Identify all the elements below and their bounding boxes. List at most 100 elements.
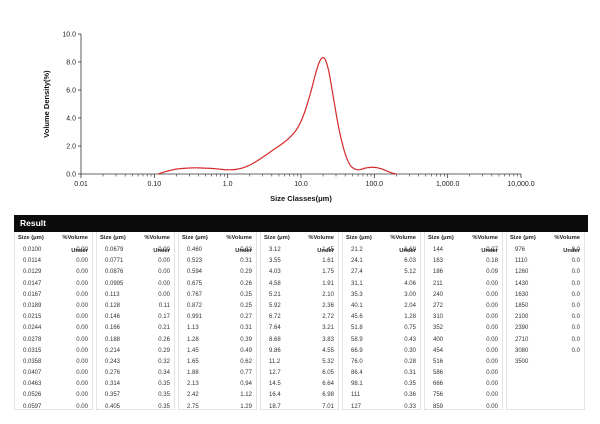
volume-under-cell: 0.00: [486, 392, 498, 399]
volume-under-cell: 0.25: [240, 291, 252, 298]
volume-under-cell: 0.25: [240, 302, 252, 309]
size-cell: 756: [433, 392, 444, 399]
size-cell: 2710: [515, 336, 529, 343]
table-row: 6.72 2.72: [261, 312, 338, 323]
volume-under-cell: 0.28: [404, 358, 416, 365]
volume-under-cell: 0.00: [76, 347, 88, 354]
table-row: 859 0.00: [425, 402, 502, 413]
volume-under-cell: 6.64: [322, 381, 334, 388]
table-row: 586 0.00: [425, 368, 502, 379]
volume-under-cell: 0.00: [486, 280, 498, 287]
size-cell: 16.4: [269, 392, 281, 399]
table-row: 31.1 4.06: [343, 279, 420, 290]
size-cell: 0.0407: [23, 370, 42, 377]
size-cell: 1630: [515, 291, 529, 298]
x-tick-label: 0.01: [74, 181, 88, 188]
result-column-header: Size (μm) %Volume Under: [179, 232, 256, 254]
size-cell: 0.214: [105, 347, 121, 354]
volume-under-cell: 2.72: [322, 314, 334, 321]
size-cell: 0.0278: [23, 336, 42, 343]
table-row: 1.13 0.31: [179, 323, 256, 334]
result-column-header: Size (μm) %Volume Under: [261, 232, 338, 254]
volume-under-cell: 0.00: [486, 325, 498, 332]
volume-under-cell: 0.00: [76, 269, 88, 276]
table-row: 9.86 4.55: [261, 346, 338, 357]
table-row: 0.675 0.26: [179, 279, 256, 290]
volume-under-cell: 5.32: [322, 358, 334, 365]
table-row: 21.2 6.69: [343, 245, 420, 256]
size-cell: 31.1: [351, 280, 363, 287]
result-column: Size (μm) %Volume Under 21.2 6.69 24.1 6.03 27…: [342, 232, 421, 410]
volume-under-cell: 0.0: [571, 247, 580, 253]
size-cell: 1430: [515, 280, 529, 287]
volume-under-cell: 0.0: [571, 302, 580, 309]
volume-under-cell: 0.39: [240, 336, 252, 343]
size-cell: 2.42: [187, 392, 199, 399]
table-row: 0.523 0.31: [179, 256, 256, 267]
table-row: 4.03 1.75: [261, 267, 338, 278]
table-row: 127 0.33: [343, 402, 420, 413]
volume-under-cell: 1.12: [240, 392, 252, 399]
volume-under-cell: 0.35: [404, 381, 416, 388]
size-cell: 976: [515, 247, 526, 253]
volume-under-cell: 0.00: [76, 247, 88, 253]
volume-under-cell: 1.61: [322, 258, 334, 265]
volume-under-cell: 0.94: [240, 381, 252, 388]
volume-under-header: %Volume Under: [226, 235, 252, 254]
size-cell: 0.460: [187, 247, 203, 253]
table-row: 2.42 1.12: [179, 390, 256, 401]
table-row: 76.0 0.28: [343, 357, 420, 368]
result-column: Size (μm) %Volume Under 144 0.27 163 0.18 186 0…: [424, 232, 503, 410]
volume-under-cell: 2.10: [322, 291, 334, 298]
table-row: 0.276 0.34: [97, 368, 174, 379]
table-row: 0.0463 0.00: [15, 379, 92, 390]
volume-under-cell: 5.12: [404, 269, 416, 276]
size-cell: 0.0100: [23, 247, 42, 253]
table-row: 0.0597 0.00: [15, 402, 92, 413]
size-cell: 11.2: [269, 358, 281, 365]
size-cell: 98.1: [351, 381, 363, 388]
table-row: 7.64 3.21: [261, 323, 338, 334]
volume-under-cell: 0.31: [240, 258, 252, 265]
volume-under-cell: 0.00: [486, 403, 498, 410]
table-row: 1110 0.0: [507, 256, 584, 267]
table-row: 1850 0.0: [507, 301, 584, 312]
table-row: 86.4 0.31: [343, 368, 420, 379]
size-cell: 4.03: [269, 269, 281, 276]
volume-under-cell: 2.36: [322, 302, 334, 309]
volume-under-header: %Volume Under: [554, 235, 580, 254]
table-row: 0.0526 0.00: [15, 390, 92, 401]
size-cell: 2390: [515, 325, 529, 332]
size-cell: 7.64: [269, 325, 281, 332]
table-row: 0.0278 0.00: [15, 335, 92, 346]
volume-under-cell: 0.26: [240, 280, 252, 287]
table-row: 163 0.18: [425, 256, 502, 267]
table-row: 0.214 0.29: [97, 346, 174, 357]
table-row: 0.0189 0.00: [15, 301, 92, 312]
size-cell: 0.166: [105, 325, 121, 332]
size-cell: 0.594: [187, 269, 203, 276]
size-cell: 0.0463: [23, 381, 42, 388]
size-cell: 21.2: [351, 247, 363, 253]
volume-under-cell: 3.00: [404, 291, 416, 298]
volume-under-cell: 0.11: [158, 302, 170, 309]
result-column-header: Size (μm) %Volume Under: [507, 232, 584, 254]
table-row: 0.0244 0.00: [15, 323, 92, 334]
size-cell: 1.28: [187, 336, 199, 343]
size-cell: 0.0315: [23, 347, 42, 354]
result-header-bar: Result: [14, 215, 588, 232]
table-row: 0.460 0.33: [179, 245, 256, 256]
size-cell: 0.0244: [23, 325, 42, 332]
table-row: 0.166 0.21: [97, 323, 174, 334]
size-cell: 0.405: [105, 403, 121, 410]
size-cell: 0.128: [105, 302, 121, 309]
size-cell: 0.314: [105, 381, 121, 388]
volume-under-header: %Volume Under: [390, 235, 416, 254]
size-cell: 2100: [515, 314, 529, 321]
size-cell: 5.92: [269, 302, 281, 309]
volume-under-cell: 0.17: [158, 314, 170, 321]
volume-under-cell: 0.43: [404, 336, 416, 343]
volume-under-cell: 0.21: [158, 325, 170, 332]
y-tick-label: 0.0: [66, 172, 76, 179]
size-cell: 6.72: [269, 314, 281, 321]
